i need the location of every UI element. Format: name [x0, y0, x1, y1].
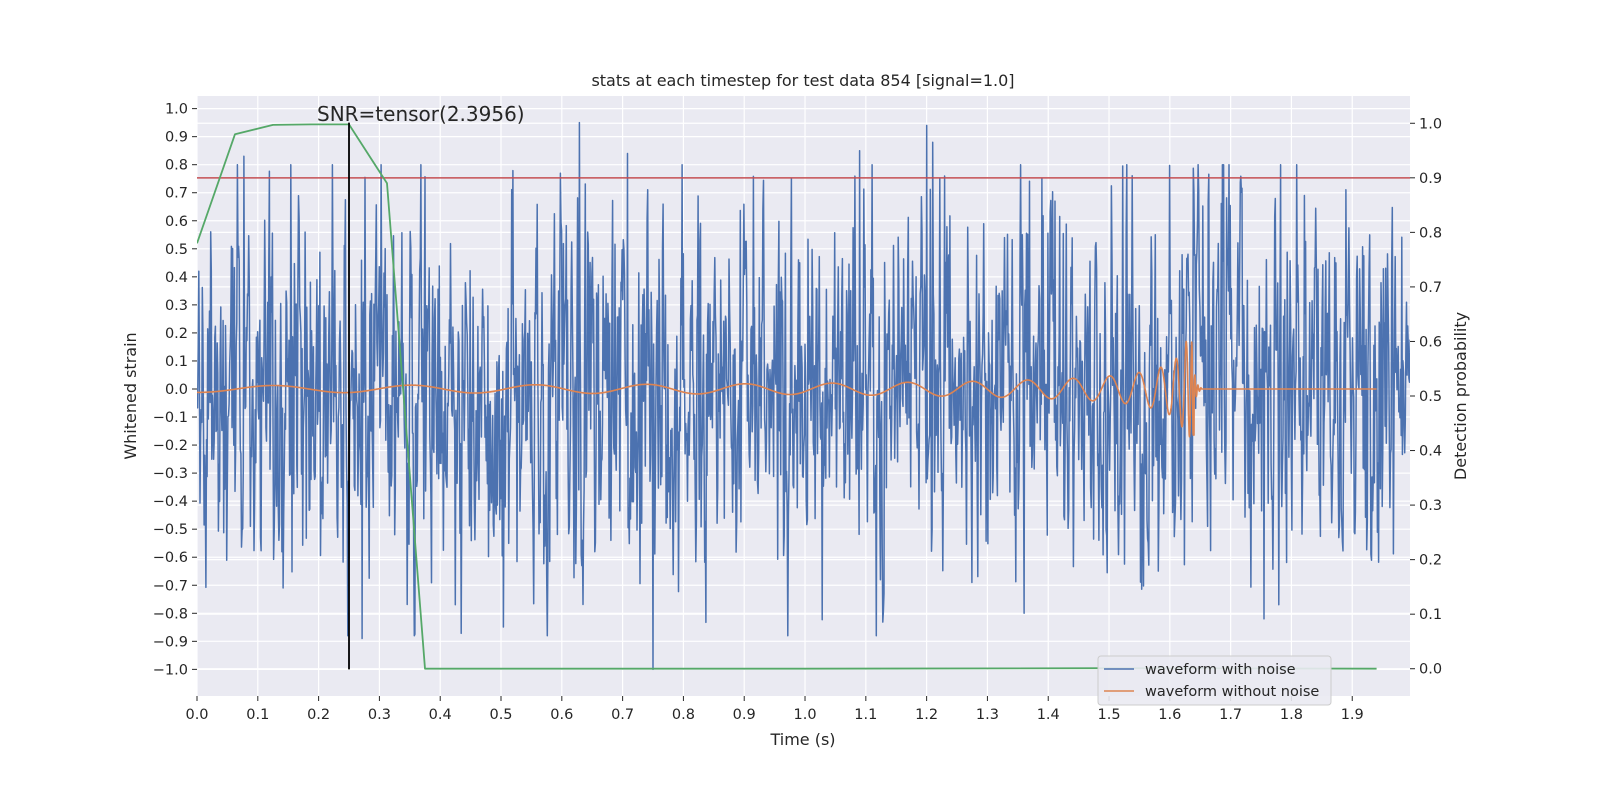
- y-axis-label: Whitened strain: [121, 332, 140, 459]
- x-axis: 0.0 0.1 0.2 0.3 0.4 0.5 0.6 0.7 0.8 0.9 1.0 1.1 1.2 1…: [185, 696, 1364, 723]
- x-tick-label: 0.9: [733, 707, 756, 723]
- y-tick-label: −0.7: [153, 578, 188, 594]
- y-tick-label: 0.2: [165, 326, 188, 342]
- y-tick-label: −0.8: [153, 606, 188, 622]
- x-tick-label: 1.5: [1097, 707, 1120, 723]
- legend-box: [1097, 655, 1332, 706]
- x-tick-label: 0.6: [550, 707, 573, 723]
- series-line-waveform-without-noise: [197, 340, 1378, 438]
- y-tick-label: −0.3: [153, 466, 188, 482]
- series-layer: [197, 121, 1410, 671]
- y-tick-label: 0.5: [165, 242, 188, 258]
- x-tick-label: 0.5: [489, 707, 512, 723]
- y-tick-label: 0.8: [165, 158, 188, 174]
- y-tick-label: −0.9: [153, 634, 188, 650]
- series-line-waveform-with-noise: [197, 121, 1410, 671]
- x-tick-label: 1.2: [915, 707, 938, 723]
- x-tick-label: 1.9: [1341, 707, 1364, 723]
- y2-tick-label: 0.2: [1419, 553, 1442, 569]
- y2-axis-label: Detection probability: [1451, 312, 1470, 480]
- y2-tick-label: 0.0: [1419, 662, 1442, 678]
- y2-tick-label: 0.9: [1419, 171, 1442, 187]
- y-tick-label: 0.1: [165, 354, 188, 370]
- x-tick-label: 0.8: [672, 707, 695, 723]
- x-tick-label: 0.7: [611, 707, 634, 723]
- x-tick-label: 1.8: [1280, 707, 1303, 723]
- y2-tick-label: 0.8: [1419, 225, 1442, 241]
- y-axis-right: 1.0 0.9 0.8 0.7 0.6 0.5 0.4 0.3 0.2 0.1 0.0: [1410, 116, 1442, 678]
- y-tick-label: 0.3: [165, 298, 188, 314]
- x-tick-label: 1.0: [793, 707, 816, 723]
- y-tick-label: 0.9: [165, 130, 188, 146]
- chart-title: stats at each timestep for test data 854…: [591, 71, 1014, 90]
- x-tick-label: 0.1: [246, 707, 269, 723]
- x-tick-label: 1.3: [976, 707, 999, 723]
- legend-entry-noise: waveform with noise: [1145, 662, 1296, 678]
- series-line-detection-probability: [197, 123, 1377, 670]
- y-axis-left: 1.0 0.9 0.8 0.7 0.6 0.5 0.4 0.3 0.2 0.1 0.0 −0.1 −0.…: [153, 102, 197, 678]
- x-tick-label: 1.7: [1219, 707, 1242, 723]
- snr-annotation: SNR=tensor(2.3956): [317, 102, 525, 126]
- y-tick-label: 0.0: [165, 382, 188, 398]
- legend-entry-clean: waveform without noise: [1145, 684, 1319, 700]
- y2-tick-label: 0.6: [1419, 334, 1442, 350]
- x-tick-label: 1.6: [1158, 707, 1181, 723]
- x-axis-label: Time (s): [769, 730, 835, 749]
- y-tick-label: −0.5: [153, 522, 188, 538]
- y2-tick-label: 0.3: [1419, 498, 1442, 514]
- x-tick-label: 0.0: [185, 707, 208, 723]
- y2-tick-label: 0.1: [1419, 607, 1442, 623]
- y-tick-label: 0.7: [165, 186, 188, 202]
- x-tick-label: 0.3: [368, 707, 391, 723]
- x-tick-label: 0.2: [307, 707, 330, 723]
- x-tick-label: 0.4: [429, 707, 452, 723]
- y2-tick-label: 0.7: [1419, 280, 1442, 296]
- y-tick-label: −0.1: [153, 410, 188, 426]
- x-tick-label: 1.4: [1037, 707, 1060, 723]
- y-tick-label: −1.0: [153, 662, 188, 678]
- legend: waveform with noise waveform without noi…: [1097, 655, 1332, 706]
- y-tick-label: −0.4: [153, 494, 188, 510]
- y2-tick-label: 1.0: [1419, 116, 1442, 132]
- y-tick-label: −0.2: [153, 438, 188, 454]
- y2-tick-label: 0.4: [1419, 444, 1442, 460]
- y-tick-label: 0.4: [165, 270, 188, 286]
- y-tick-label: 1.0: [165, 102, 188, 118]
- y-tick-label: 0.6: [165, 214, 188, 230]
- y-tick-label: −0.6: [153, 550, 188, 566]
- y2-tick-label: 0.5: [1419, 389, 1442, 405]
- x-tick-label: 1.1: [854, 707, 877, 723]
